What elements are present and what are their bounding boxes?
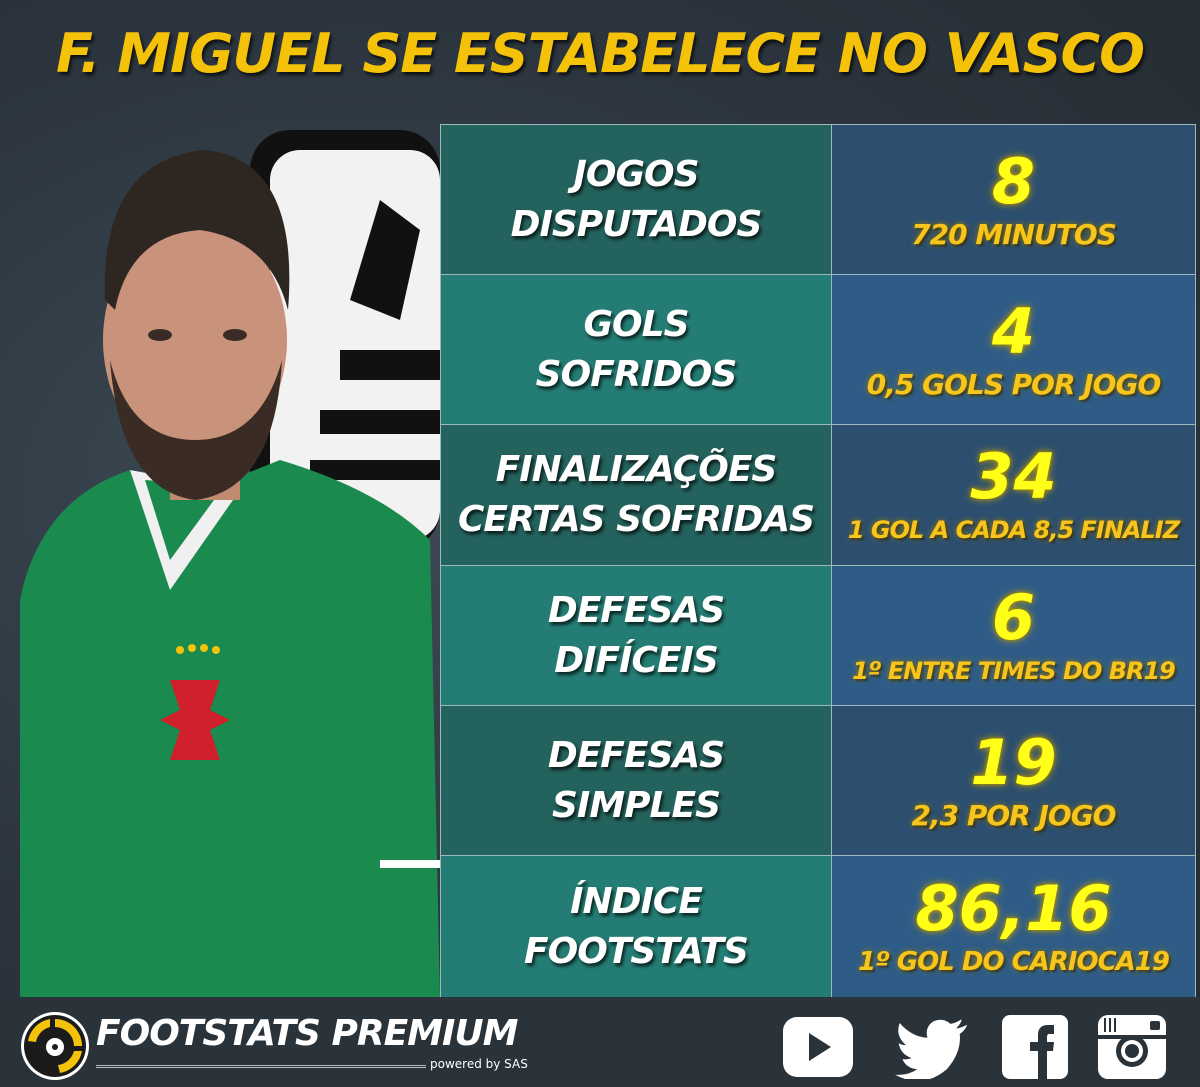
stat-label: GOLS SOFRIDOS [440, 274, 832, 425]
twitter-icon[interactable] [895, 1015, 969, 1079]
stat-row: ÍNDICE FOOTSTATS 86,16 1º GOL DO CARIOCA19 [440, 855, 1196, 998]
stat-value: 34 [970, 440, 1057, 513]
stat-value-cell: 19 2,3 POR JOGO [831, 705, 1196, 856]
vasco-cross-emblem [160, 680, 230, 760]
stat-value-cell: 34 1 GOL A CADA 8,5 FINALIZ [831, 424, 1196, 566]
stat-label: DEFESAS SIMPLES [440, 705, 832, 856]
stats-table: JOGOS DISPUTADOS 8 720 MINUTOS GOLS SOFRIDO… [440, 124, 1196, 998]
stat-value: 6 [991, 580, 1036, 654]
stat-value-cell: 4 0,5 GOLS POR JOGO [831, 274, 1196, 425]
instagram-icon[interactable] [1096, 1015, 1168, 1079]
stat-detail: 1º ENTRE TIMES DO BR19 [852, 656, 1176, 685]
stat-row: DEFESAS SIMPLES 19 2,3 POR JOGO [440, 705, 1196, 856]
stat-row: FINALIZAÇÕES CERTAS SOFRIDAS 34 1 GOL A CA… [440, 424, 1196, 566]
divider [96, 1065, 426, 1068]
stat-detail: 2,3 POR JOGO [911, 798, 1117, 832]
stat-value: 19 [970, 725, 1057, 799]
stat-detail: 0,5 GOLS POR JOGO [866, 367, 1162, 401]
facebook-icon[interactable] [1000, 1015, 1070, 1079]
vasco-crest-background [250, 130, 440, 550]
player-photo [20, 130, 440, 997]
stat-detail: 1º GOL DO CARIOCA19 [858, 946, 1170, 977]
stat-label: FINALIZAÇÕES CERTAS SOFRIDAS [440, 424, 832, 566]
brand-name: FOOTSTATS PREMIUM [96, 1013, 518, 1054]
stat-label: DEFESAS DIFÍCEIS [440, 565, 832, 706]
stat-value: 4 [991, 294, 1036, 368]
stat-row: GOLS SOFRIDOS 4 0,5 GOLS POR JOGO [440, 274, 1196, 425]
stat-value: 8 [991, 144, 1036, 218]
powered-by: powered by SAS [430, 1057, 528, 1071]
youtube-icon[interactable] [781, 1015, 855, 1079]
stat-row: JOGOS DISPUTADOS 8 720 MINUTOS [440, 124, 1196, 275]
footer: FOOTSTATS PREMIUM powered by SAS [0, 997, 1200, 1087]
stat-value-cell: 6 1º ENTRE TIMES DO BR19 [831, 565, 1196, 706]
stat-label: ÍNDICE FOOTSTATS [440, 855, 832, 998]
stat-row: DEFESAS DIFÍCEIS 6 1º ENTRE TIMES DO BR19 [440, 565, 1196, 706]
stat-label: JOGOS DISPUTADOS [440, 124, 832, 275]
stat-value-cell: 86,16 1º GOL DO CARIOCA19 [831, 855, 1196, 998]
footstats-logo-icon [21, 1012, 89, 1080]
page-title: F. MIGUEL SE ESTABELECE NO VASCO [55, 22, 1145, 85]
stat-detail: 720 MINUTOS [911, 217, 1117, 251]
stat-value-cell: 8 720 MINUTOS [831, 124, 1196, 275]
stat-detail: 1 GOL A CADA 8,5 FINALIZ [847, 516, 1180, 544]
stat-value: 86,16 [915, 871, 1112, 945]
